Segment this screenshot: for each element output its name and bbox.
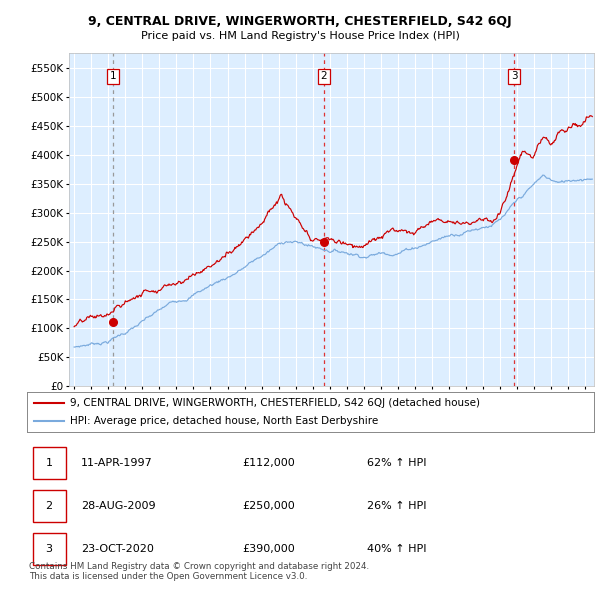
Text: Contains HM Land Registry data © Crown copyright and database right 2024.
This d: Contains HM Land Registry data © Crown c… bbox=[29, 562, 369, 581]
FancyBboxPatch shape bbox=[32, 447, 65, 478]
Text: 3: 3 bbox=[46, 544, 53, 553]
FancyBboxPatch shape bbox=[32, 490, 65, 522]
Text: 23-OCT-2020: 23-OCT-2020 bbox=[81, 544, 154, 553]
Text: £250,000: £250,000 bbox=[242, 501, 295, 510]
Text: £112,000: £112,000 bbox=[242, 458, 295, 467]
Text: £390,000: £390,000 bbox=[242, 544, 295, 553]
Text: Price paid vs. HM Land Registry's House Price Index (HPI): Price paid vs. HM Land Registry's House … bbox=[140, 31, 460, 41]
Text: 2: 2 bbox=[46, 501, 53, 510]
Text: 9, CENTRAL DRIVE, WINGERWORTH, CHESTERFIELD, S42 6QJ (detached house): 9, CENTRAL DRIVE, WINGERWORTH, CHESTERFI… bbox=[70, 398, 479, 408]
Text: 1: 1 bbox=[110, 71, 116, 81]
Text: 2: 2 bbox=[320, 71, 327, 81]
Text: 26% ↑ HPI: 26% ↑ HPI bbox=[367, 501, 427, 510]
Text: 9, CENTRAL DRIVE, WINGERWORTH, CHESTERFIELD, S42 6QJ: 9, CENTRAL DRIVE, WINGERWORTH, CHESTERFI… bbox=[88, 15, 512, 28]
FancyBboxPatch shape bbox=[32, 533, 65, 565]
Text: 62% ↑ HPI: 62% ↑ HPI bbox=[367, 458, 427, 467]
Text: HPI: Average price, detached house, North East Derbyshire: HPI: Average price, detached house, Nort… bbox=[70, 416, 378, 426]
Text: 40% ↑ HPI: 40% ↑ HPI bbox=[367, 544, 427, 553]
Text: 3: 3 bbox=[511, 71, 517, 81]
Text: 1: 1 bbox=[46, 458, 53, 467]
Text: 28-AUG-2009: 28-AUG-2009 bbox=[81, 501, 155, 510]
Text: 11-APR-1997: 11-APR-1997 bbox=[81, 458, 152, 467]
